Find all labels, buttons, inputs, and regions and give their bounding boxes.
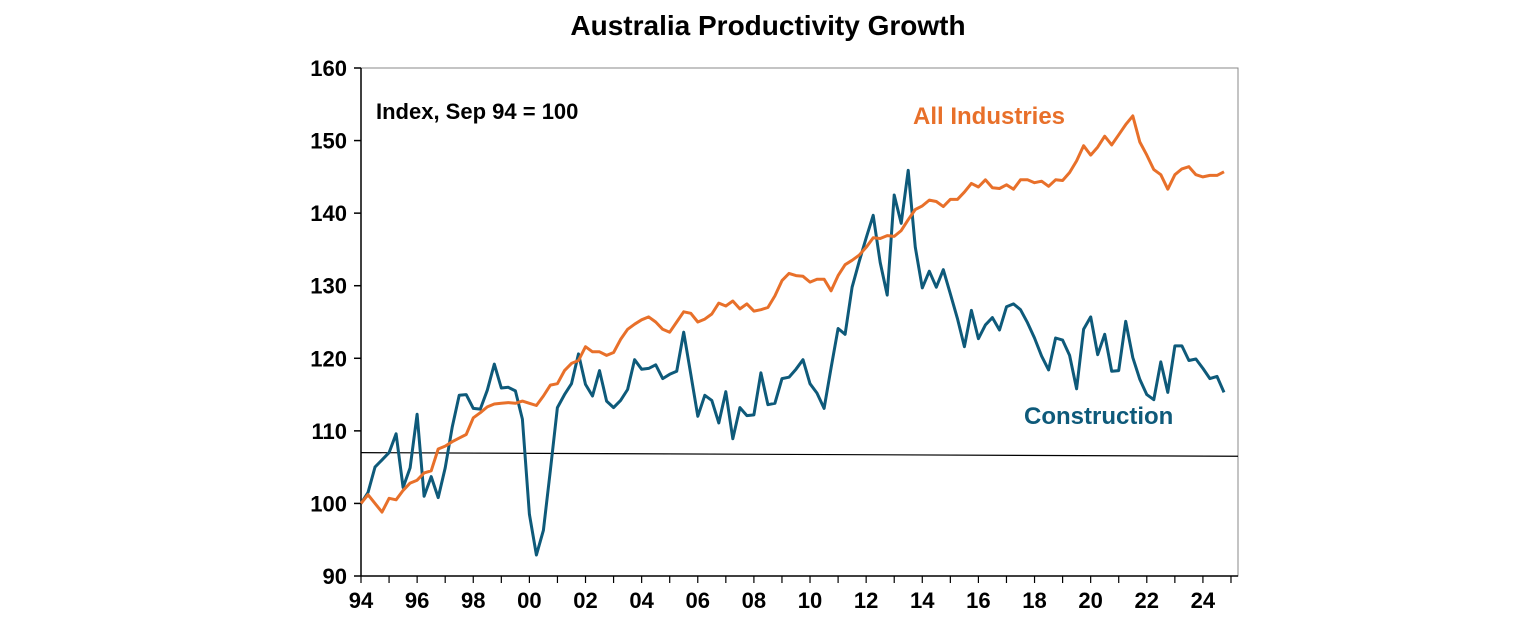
x-axis: 94 96 98 00 02 04 06 08 10 12 14 16 18 20 22 24: [349, 575, 1238, 613]
index-annotation: Index, Sep 94 = 100: [376, 99, 578, 124]
x-tick-label: 12: [854, 588, 878, 613]
x-tick-label: 14: [910, 588, 935, 613]
y-tick-label: 100: [310, 491, 347, 516]
y-tick-label: 110: [312, 419, 348, 444]
x-tick-label: 96: [405, 588, 429, 613]
series-line-construction: [359, 168, 1226, 557]
x-tick-label: 98: [461, 588, 485, 613]
series-line-all-industries: [359, 114, 1225, 514]
y-tick-label: 140: [310, 201, 347, 226]
chart-title: Australia Productivity Growth: [570, 10, 966, 41]
x-tick-label: 02: [573, 588, 597, 613]
x-tick-label: 16: [966, 588, 990, 613]
plot-frame: [360, 67, 1239, 577]
y-tick-label: 120: [310, 346, 347, 371]
x-tick-label: 08: [742, 588, 766, 613]
y-tick-label: 160: [310, 56, 347, 81]
series-group: [359, 114, 1226, 557]
x-tick-label: 06: [686, 588, 710, 613]
series-label-all-industries: All Industries: [913, 103, 1065, 130]
y-axis: 90 100 110 120 130 140 150 160: [310, 56, 362, 589]
x-tick-label: 24: [1191, 588, 1216, 613]
x-tick-label: 94: [349, 588, 374, 613]
series-label-construction: Construction: [1024, 403, 1173, 430]
x-tick-label: 22: [1135, 588, 1159, 613]
reference-line: [360, 452, 1239, 457]
x-tick-label: 00: [517, 588, 541, 613]
y-tick-label: 150: [310, 129, 347, 154]
x-tick-label: 18: [1022, 588, 1046, 613]
y-tick-label: 130: [310, 274, 347, 299]
x-tick-label: 20: [1078, 588, 1102, 613]
x-tick-label: 04: [629, 588, 654, 613]
y-tick-label: 90: [323, 564, 347, 589]
x-tick-label: 10: [798, 588, 822, 613]
